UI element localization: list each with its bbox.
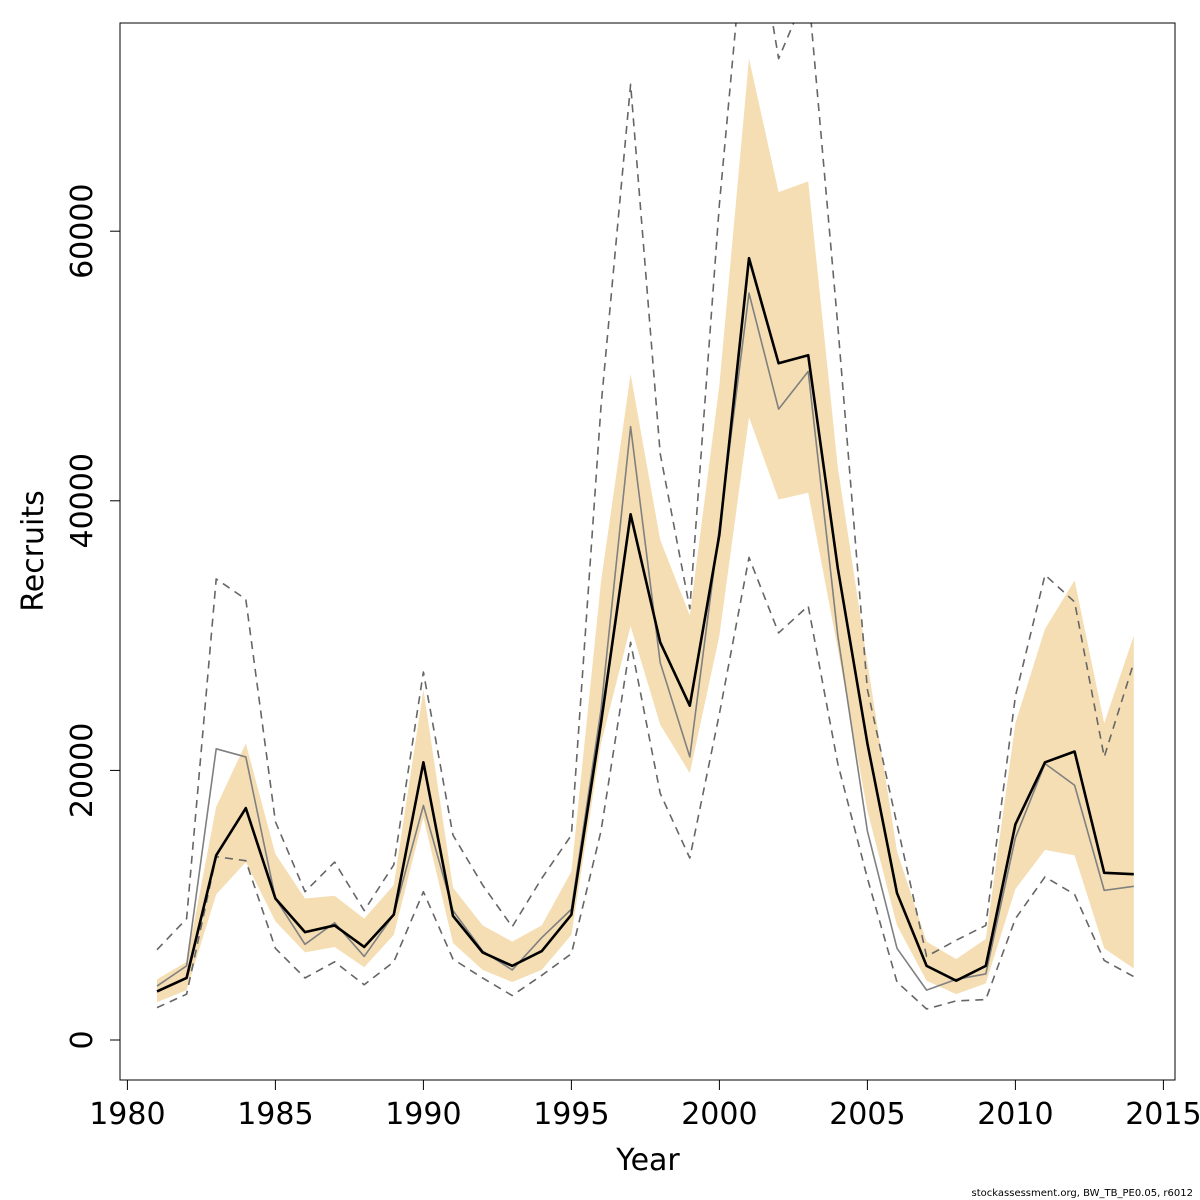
x-tick-label: 1985 [237, 1097, 313, 1132]
y-tick-label: 0 [65, 1030, 100, 1049]
x-tick-label: 2000 [681, 1097, 757, 1132]
plot-content [156, 23, 1135, 1010]
x-tick-label: 2005 [829, 1097, 905, 1132]
y-axis: 0 20000 40000 60000 [65, 183, 121, 1050]
median-line [156, 256, 1134, 993]
x-tick-label: 1995 [533, 1097, 609, 1132]
x-tick-label: 1990 [385, 1097, 461, 1132]
y-tick-label: 40000 [65, 453, 100, 548]
upper-dashed-line [156, 23, 1135, 958]
y-tick-label: 60000 [65, 183, 100, 278]
y-axis-title: Recruits [16, 490, 51, 612]
credit-text: stockassessment.org, BW_TB_PE0.05, r6012 [972, 1188, 1193, 1199]
x-tick-label: 1980 [89, 1097, 165, 1132]
x-tick-label: 2010 [977, 1097, 1053, 1132]
x-axis: 1980 1985 1990 1995 2000 2005 2010 2015 [89, 1079, 1200, 1132]
y-tick-label: 20000 [65, 723, 100, 818]
confidence-band [157, 58, 1134, 1003]
x-axis-title: Year [615, 1143, 680, 1178]
lower-dashed-line [156, 556, 1135, 1010]
x-tick-label: 2015 [1125, 1097, 1200, 1132]
deterministic-line [156, 292, 1134, 991]
